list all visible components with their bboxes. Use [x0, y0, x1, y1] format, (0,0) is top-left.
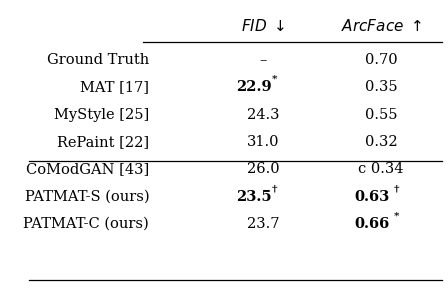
- Text: RePaint [22]: RePaint [22]: [57, 135, 149, 149]
- Text: 24.3: 24.3: [247, 108, 280, 122]
- Text: *: *: [272, 75, 278, 84]
- Text: c 0.34: c 0.34: [358, 162, 404, 176]
- Text: 0.63: 0.63: [354, 190, 390, 204]
- Text: Ground Truth: Ground Truth: [47, 53, 149, 67]
- Text: 0.35: 0.35: [365, 80, 397, 94]
- Text: PATMAT-S (ours): PATMAT-S (ours): [25, 190, 149, 204]
- Text: 26.0: 26.0: [247, 162, 280, 176]
- Text: $\mathit{FID}\ \downarrow$: $\mathit{FID}\ \downarrow$: [241, 18, 285, 34]
- Text: MAT [17]: MAT [17]: [80, 80, 149, 94]
- Text: 0.32: 0.32: [365, 135, 397, 149]
- Text: 0.70: 0.70: [365, 53, 397, 67]
- Text: 22.9: 22.9: [236, 80, 271, 94]
- Text: 0.66: 0.66: [354, 217, 390, 231]
- Text: †: †: [393, 185, 399, 194]
- Text: 31.0: 31.0: [247, 135, 280, 149]
- Text: $\mathit{ArcFace}\ \uparrow$: $\mathit{ArcFace}\ \uparrow$: [340, 18, 422, 34]
- Text: MyStyle [25]: MyStyle [25]: [54, 108, 149, 122]
- Text: 0.55: 0.55: [365, 108, 397, 122]
- Text: *: *: [393, 212, 399, 221]
- Text: 23.7: 23.7: [247, 217, 280, 231]
- Text: –: –: [259, 53, 267, 67]
- Text: †: †: [272, 185, 278, 194]
- Text: CoModGAN [43]: CoModGAN [43]: [26, 162, 149, 176]
- Text: PATMAT-C (ours): PATMAT-C (ours): [23, 217, 149, 231]
- Text: 23.5: 23.5: [236, 190, 271, 204]
